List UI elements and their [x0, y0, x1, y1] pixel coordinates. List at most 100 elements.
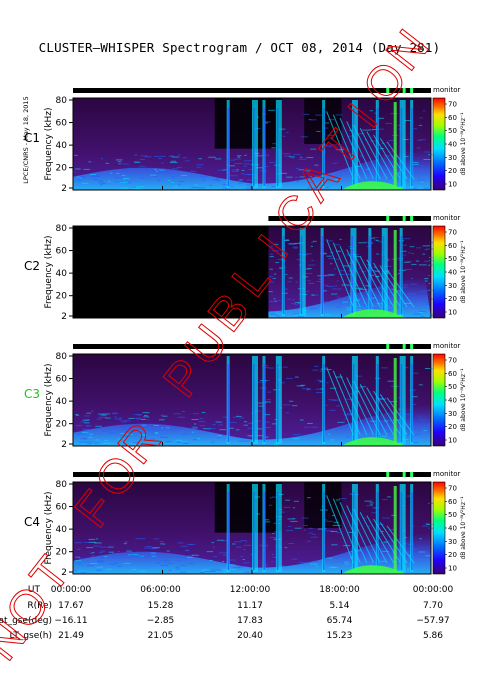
texture-mark: [330, 439, 335, 441]
texture-mark: [377, 398, 386, 400]
texture-mark: [230, 175, 238, 177]
texture-mark: [348, 425, 353, 427]
chorus-streak: [339, 245, 368, 308]
emission-burst-core: [323, 364, 325, 442]
texture-mark: [358, 242, 367, 244]
texture-mark: [312, 187, 319, 189]
texture-mark: [75, 556, 81, 558]
emission-burst: [299, 228, 306, 316]
texture-mark: [221, 569, 226, 571]
texture-mark: [308, 181, 312, 183]
emission-burst-core: [351, 236, 353, 314]
colorbar-tick-label: 60: [448, 114, 457, 122]
texture-mark: [291, 303, 296, 305]
chorus-streak: [326, 495, 354, 564]
texture-mark: [175, 439, 182, 441]
texture-mark: [234, 158, 237, 160]
texture-mark: [428, 257, 436, 259]
texture-mark: [180, 440, 183, 442]
texture-mark: [380, 548, 383, 550]
texture-mark: [303, 529, 306, 531]
texture-mark: [315, 565, 319, 567]
texture-mark: [256, 167, 263, 169]
texture-mark: [100, 550, 106, 552]
texture-mark: [79, 441, 88, 443]
texture-mark: [397, 551, 401, 553]
texture-mark: [377, 117, 385, 119]
texture-mark: [96, 418, 103, 420]
texture-mark: [112, 412, 118, 414]
texture-mark: [369, 110, 373, 112]
texture-mark: [327, 274, 335, 276]
texture-mark: [272, 556, 279, 558]
texture-mark: [299, 156, 303, 158]
texture-mark: [171, 156, 180, 158]
texture-mark: [331, 567, 339, 569]
texture-mark: [234, 541, 242, 543]
texture-mark: [114, 418, 121, 420]
status-mark: [410, 472, 414, 477]
texture-mark: [175, 566, 178, 568]
texture-mark: [370, 140, 377, 142]
texture-mark: [322, 300, 328, 302]
texture-mark: [150, 552, 156, 554]
texture-mark: [222, 187, 230, 189]
y-tick-label: 40: [56, 525, 68, 535]
texture-mark: [235, 546, 242, 548]
texture-mark: [132, 187, 141, 189]
texture-mark: [357, 133, 365, 135]
texture-mark: [368, 129, 374, 131]
texture-mark: [111, 171, 115, 173]
texture-mark: [82, 430, 88, 432]
texture-mark: [234, 162, 243, 164]
texture-mark: [206, 551, 214, 553]
texture-mark: [89, 433, 93, 435]
texture-mark: [380, 531, 384, 533]
texture-mark: [144, 415, 148, 417]
texture-mark: [323, 519, 328, 521]
texture-mark: [136, 418, 143, 420]
texture-mark: [88, 436, 93, 438]
texture-mark: [212, 546, 215, 548]
texture-mark: [290, 520, 298, 522]
texture-mark: [154, 168, 157, 170]
texture-mark: [133, 555, 136, 557]
texture-mark: [295, 167, 299, 169]
texture-mark: [226, 185, 235, 187]
colorbar-tick-label: 70: [448, 357, 457, 365]
colorbar-tick-label: 40: [448, 525, 457, 533]
texture-mark: [369, 274, 375, 276]
texture-mark: [411, 404, 417, 406]
texture-mark: [191, 426, 198, 428]
texture-mark: [224, 569, 229, 571]
emission-burst-core: [276, 492, 279, 570]
texture-mark: [229, 422, 237, 424]
emission-burst-core: [263, 492, 265, 570]
texture-mark: [100, 184, 103, 186]
texture-mark: [83, 168, 90, 170]
texture-mark: [321, 290, 328, 292]
chorus-streak: [359, 255, 388, 308]
texture-mark: [316, 379, 324, 381]
texture-mark: [177, 566, 181, 568]
texture-mark: [323, 127, 329, 129]
texture-mark: [98, 552, 103, 554]
texture-mark: [173, 186, 179, 188]
colorbar: [432, 481, 446, 575]
texture-mark: [244, 571, 250, 573]
texture-mark: [311, 259, 314, 261]
low-freq-band: [73, 404, 431, 446]
status-gap: [73, 216, 269, 221]
texture-mark: [170, 160, 177, 162]
texture-mark: [332, 300, 336, 302]
texture-mark: [325, 186, 330, 188]
texture-mark: [265, 367, 269, 369]
texture-mark: [285, 530, 294, 532]
texture-mark: [282, 153, 291, 155]
texture-mark: [413, 128, 418, 130]
texture-mark: [286, 176, 293, 178]
colorbar-tick-label: 20: [448, 167, 457, 175]
texture-mark: [417, 313, 421, 315]
texture-mark: [265, 122, 269, 124]
texture-mark: [121, 180, 125, 182]
